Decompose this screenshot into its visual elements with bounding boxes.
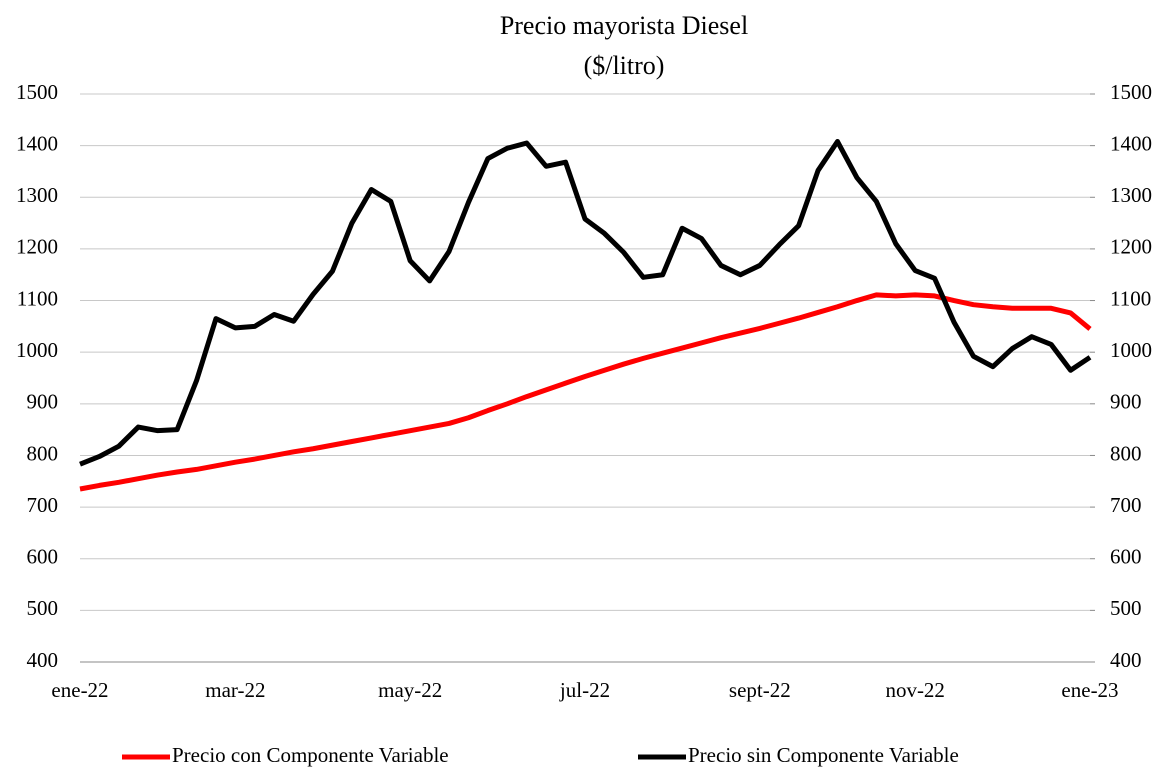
y2-tick-label: 1300 bbox=[1110, 183, 1152, 207]
y2-tick-label: 800 bbox=[1110, 441, 1142, 465]
y-tick-label: 1400 bbox=[16, 131, 58, 155]
x-tick-label: ene-22 bbox=[51, 678, 108, 702]
y-tick-label: 700 bbox=[27, 493, 59, 517]
y-tick-label: 1300 bbox=[16, 183, 58, 207]
y-tick-label: 900 bbox=[27, 390, 59, 414]
y-tick-label: 1100 bbox=[17, 286, 58, 310]
y2-tick-label: 1400 bbox=[1110, 131, 1152, 155]
x-tick-label: may-22 bbox=[378, 678, 442, 702]
x-tick-label: sept-22 bbox=[729, 678, 791, 702]
y-tick-label: 500 bbox=[27, 596, 59, 620]
y2-tick-label: 1500 bbox=[1110, 80, 1152, 104]
x-tick-label: mar-22 bbox=[205, 678, 265, 702]
legend-label: Precio sin Componente Variable bbox=[688, 743, 959, 767]
y2-tick-label: 500 bbox=[1110, 596, 1142, 620]
x-tick-label: jul-22 bbox=[559, 678, 610, 702]
y2-tick-label: 1000 bbox=[1110, 338, 1152, 362]
y-tick-label: 1200 bbox=[16, 235, 58, 259]
y2-tick-label: 1100 bbox=[1110, 286, 1151, 310]
x-tick-label: ene-23 bbox=[1061, 678, 1118, 702]
y-tick-label: 1500 bbox=[16, 80, 58, 104]
line-series bbox=[79, 139, 1092, 467]
y-tick-label: 400 bbox=[27, 648, 59, 672]
chart-title: Precio mayorista Diesel bbox=[500, 11, 748, 40]
y2-tick-label: 600 bbox=[1110, 545, 1142, 569]
y2-tick-label: 400 bbox=[1110, 648, 1142, 672]
y2-tick-label: 900 bbox=[1110, 390, 1142, 414]
x-tick-label: nov-22 bbox=[885, 678, 945, 702]
y2-tick-label: 1200 bbox=[1110, 235, 1152, 259]
y2-tick-label: 700 bbox=[1110, 493, 1142, 517]
y-tick-label: 800 bbox=[27, 441, 59, 465]
chart-subtitle: ($/litro) bbox=[584, 51, 665, 80]
line-series bbox=[79, 292, 1092, 492]
y-tick-label: 1000 bbox=[16, 338, 58, 362]
y-tick-label: 600 bbox=[27, 545, 59, 569]
legend-label: Precio con Componente Variable bbox=[172, 743, 449, 767]
